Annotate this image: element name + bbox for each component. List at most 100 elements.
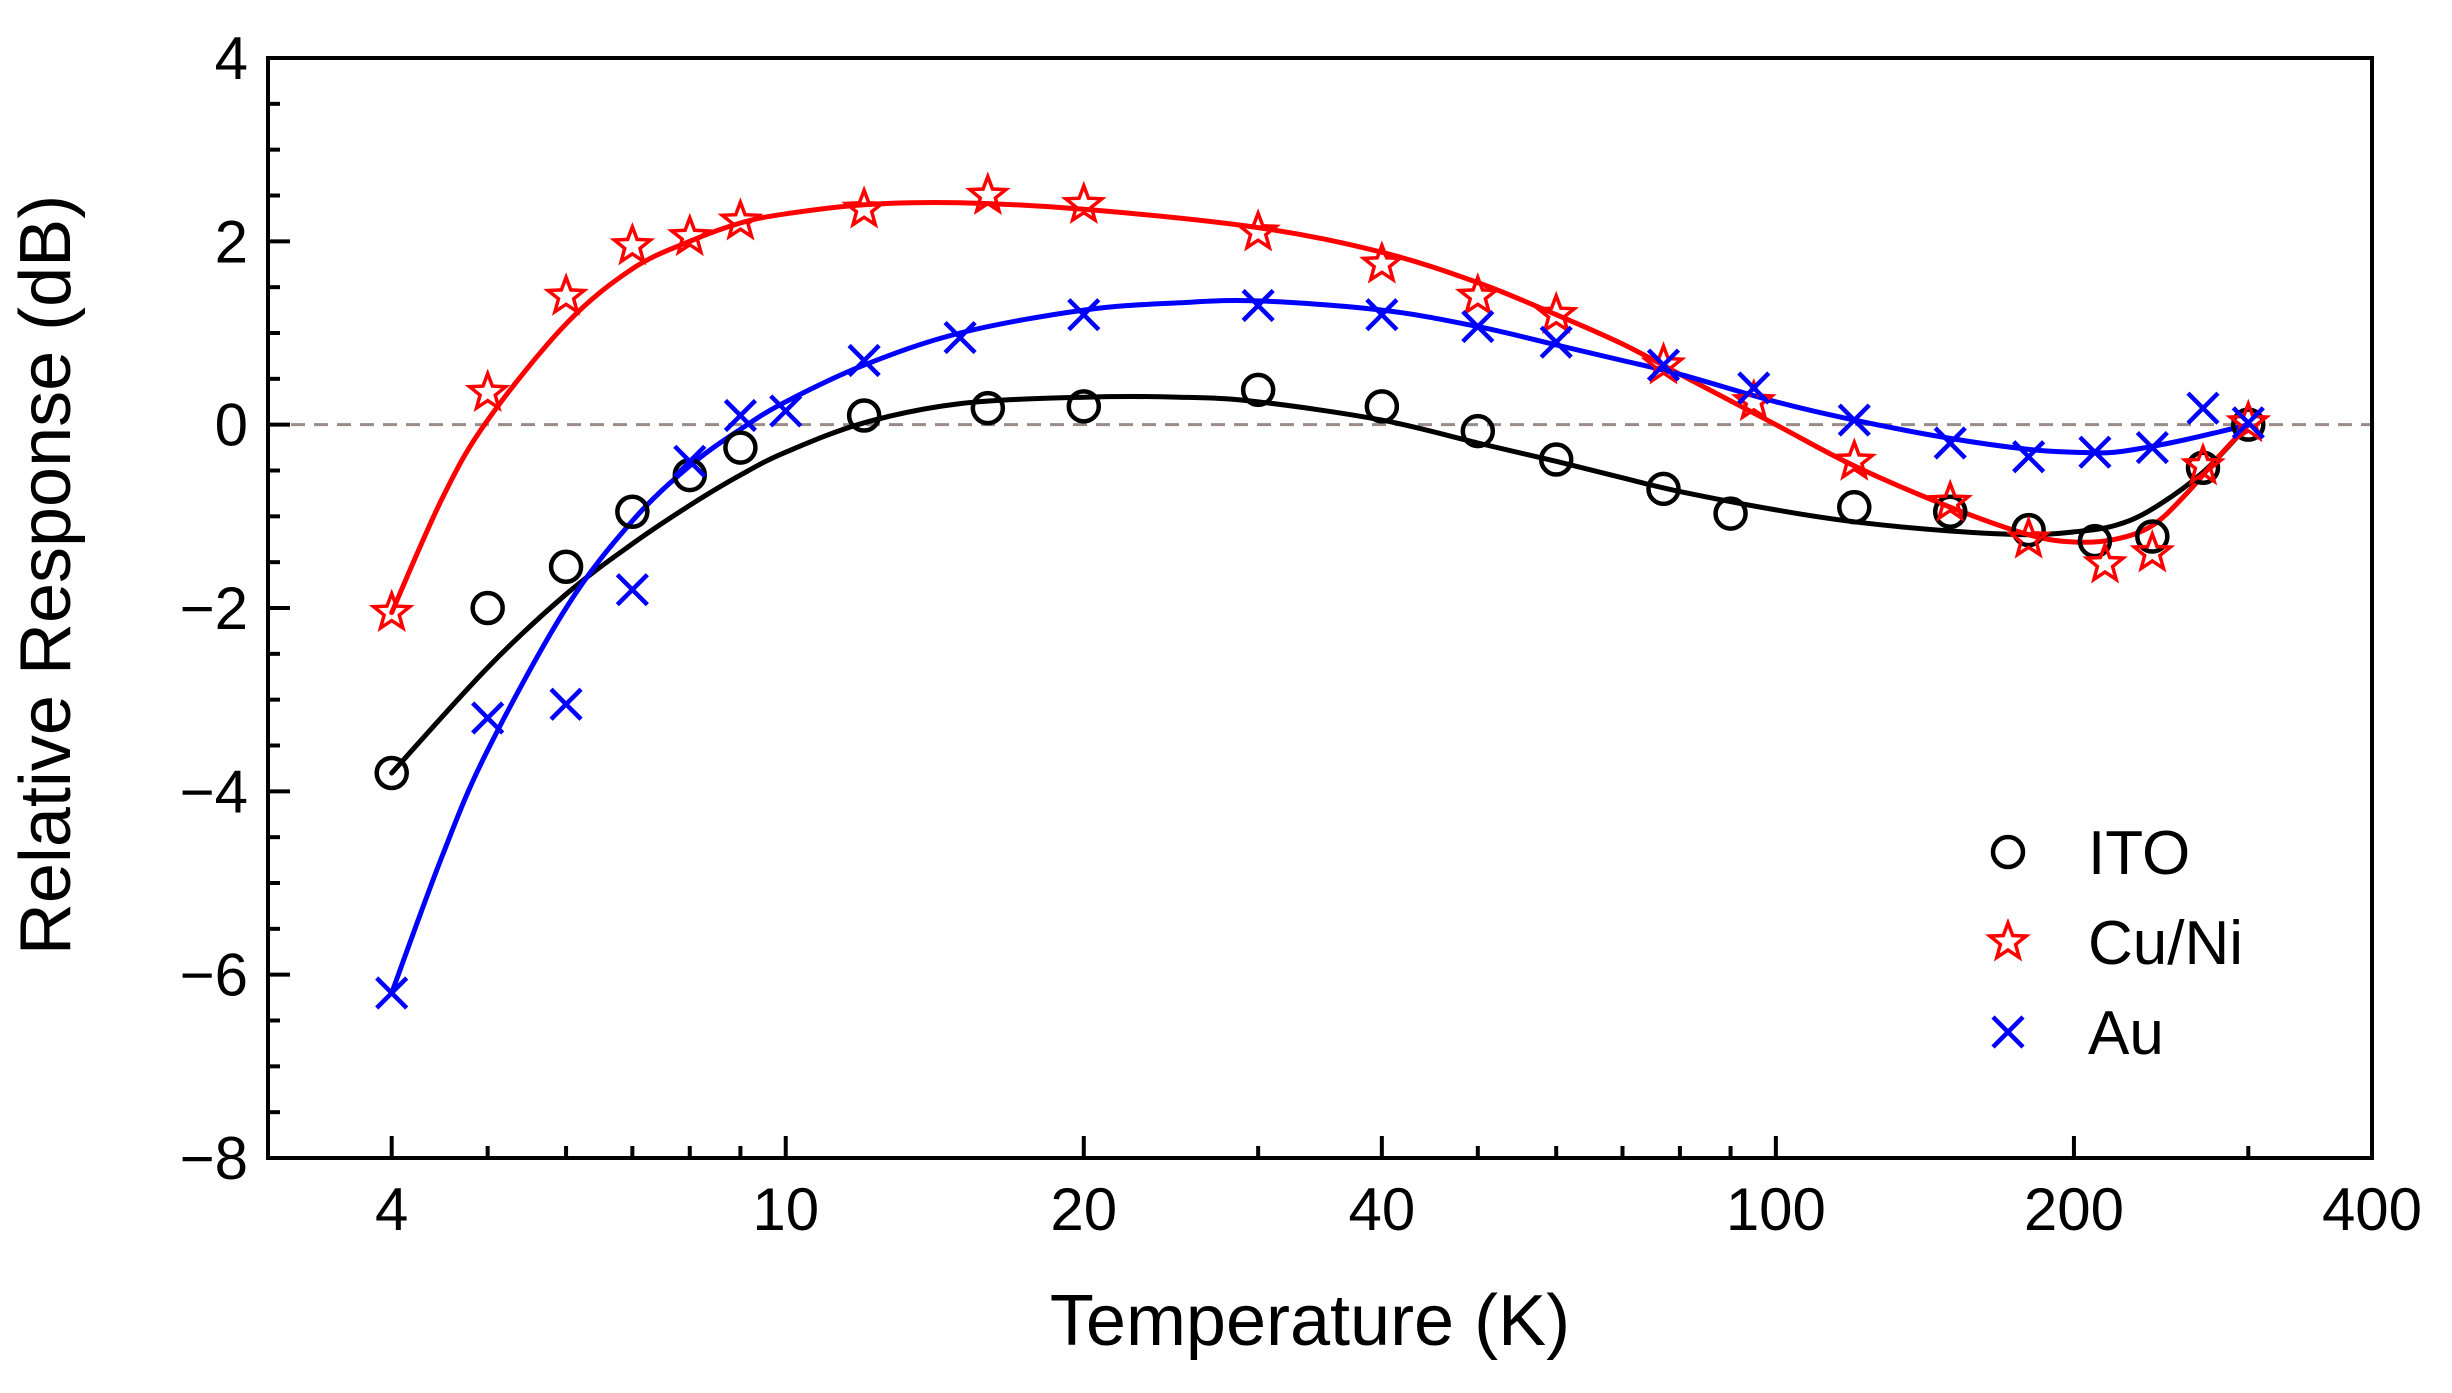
data-point-au bbox=[2231, 406, 2265, 440]
data-point-cu-ni bbox=[1533, 290, 1580, 335]
legend-marker-ito bbox=[1990, 834, 2026, 870]
data-markers bbox=[368, 171, 2272, 1010]
x-tick-label: 20 bbox=[1050, 1176, 1117, 1243]
legend-marker-au bbox=[1991, 1015, 2025, 1049]
series-au bbox=[375, 288, 2265, 1010]
data-point-au bbox=[2078, 435, 2112, 469]
data-point-cu-ni bbox=[2225, 398, 2272, 443]
data-point-cu-ni bbox=[1927, 478, 1974, 523]
data-point-ito bbox=[1538, 442, 1574, 477]
data-point-ito bbox=[2231, 407, 2266, 442]
data-point-au bbox=[375, 976, 409, 1010]
x-tick-label: 100 bbox=[1726, 1176, 1826, 1243]
y-axis-title: Relative Response (dB) bbox=[6, 195, 86, 955]
legend-label-ito: ITO bbox=[2088, 819, 2190, 888]
data-point-au bbox=[1646, 348, 1681, 382]
data-point-ito bbox=[723, 430, 758, 465]
data-point-cu-ni bbox=[1831, 437, 1878, 481]
data-point-au bbox=[673, 444, 707, 478]
data-point-cu-ni bbox=[1235, 208, 1281, 252]
data-point-ito bbox=[1932, 494, 1968, 529]
x-tick-label: 10 bbox=[752, 1176, 819, 1243]
data-point-cu-ni bbox=[1359, 240, 1405, 284]
data-point-ito bbox=[374, 755, 409, 791]
data-point-cu-ni bbox=[717, 197, 764, 241]
data-point-ito bbox=[1837, 489, 1872, 525]
data-point-cu-ni bbox=[1454, 272, 1501, 316]
data-point-cu-ni bbox=[2082, 540, 2128, 584]
data-point-ito bbox=[2185, 450, 2221, 485]
data-point-cu-ni bbox=[965, 171, 1011, 215]
data-point-au bbox=[769, 394, 803, 428]
legend-label-au: Au bbox=[2088, 999, 2164, 1068]
data-point-cu-ni bbox=[1730, 377, 1777, 422]
data-point-au bbox=[723, 398, 758, 433]
data-point-cu-ni bbox=[543, 272, 589, 316]
data-point-au bbox=[2135, 430, 2169, 465]
data-point-cu-ni bbox=[841, 185, 887, 229]
data-point-ito bbox=[1713, 496, 1748, 531]
data-point-ito bbox=[2135, 519, 2170, 554]
data-point-au bbox=[549, 687, 583, 721]
data-point-cu-ni bbox=[666, 212, 713, 257]
x-tick-label: 200 bbox=[2024, 1176, 2124, 1243]
data-point-ito bbox=[1460, 413, 1496, 449]
data-point-ito bbox=[1364, 389, 1400, 424]
data-point-ito bbox=[846, 398, 882, 433]
x-tick-label: 400 bbox=[2322, 1176, 2422, 1243]
y-tick-label: −6 bbox=[180, 942, 248, 1009]
legend: ITO Cu/Ni Au bbox=[1985, 819, 2243, 1068]
data-point-au bbox=[1837, 403, 1871, 437]
data-point-au bbox=[943, 320, 977, 355]
data-point-cu-ni bbox=[1060, 180, 1107, 225]
axes bbox=[266, 56, 2374, 1160]
data-point-au bbox=[471, 701, 505, 735]
data-point-cu-ni bbox=[464, 368, 511, 413]
data-point-au bbox=[1933, 426, 1967, 460]
plot-frame bbox=[266, 56, 2374, 1160]
y-tick-label: −4 bbox=[180, 758, 248, 825]
data-point-au bbox=[1539, 325, 1573, 359]
data-point-au bbox=[2012, 440, 2046, 474]
y-tick-label: 4 bbox=[215, 25, 248, 92]
series-cu-ni bbox=[368, 171, 2272, 633]
fit-curve-au bbox=[389, 297, 2251, 996]
fit-curve-ito bbox=[389, 393, 2251, 776]
x-tick-label: 40 bbox=[1348, 1176, 1415, 1243]
y-tick-label: −2 bbox=[180, 575, 248, 642]
legend-label-cu-ni: Cu/Ni bbox=[2088, 909, 2243, 978]
data-point-ito bbox=[615, 494, 650, 529]
x-axis-title: Temperature (K) bbox=[1050, 1281, 1570, 1361]
data-point-cu-ni bbox=[368, 588, 415, 633]
series-ito bbox=[374, 372, 2266, 791]
x-tick-label: 4 bbox=[375, 1176, 408, 1243]
data-point-cu-ni bbox=[2129, 529, 2176, 573]
fit-curves bbox=[389, 200, 2251, 996]
data-point-ito bbox=[970, 390, 1006, 426]
y-tick-label: 2 bbox=[215, 208, 248, 275]
data-point-cu-ni bbox=[2005, 515, 2052, 559]
data-point-cu-ni bbox=[2180, 441, 2226, 486]
data-point-ito bbox=[1646, 471, 1681, 507]
tick-labels: 4 10 20 40 100 200 400 −8 −6 −4 −2 0 2 4 bbox=[180, 25, 2422, 1243]
data-point-au bbox=[1241, 288, 1275, 323]
data-point-cu-ni bbox=[609, 221, 656, 266]
data-point-ito bbox=[548, 549, 584, 584]
data-point-au bbox=[1737, 371, 1771, 405]
fit-curve-cu-ni bbox=[389, 200, 2251, 616]
data-point-ito bbox=[470, 590, 505, 626]
data-point-ito bbox=[1066, 389, 1102, 424]
y-tick-label: 0 bbox=[215, 392, 248, 459]
data-point-ito bbox=[1240, 372, 1276, 408]
data-point-au bbox=[1365, 298, 1399, 332]
data-point-au bbox=[615, 573, 649, 607]
data-point-au bbox=[1461, 309, 1495, 344]
data-point-au bbox=[1067, 298, 1101, 332]
data-point-au bbox=[2186, 391, 2220, 425]
data-point-ito bbox=[2011, 512, 2046, 548]
data-point-au bbox=[847, 343, 881, 378]
legend-marker-cu-ni bbox=[1985, 918, 2031, 962]
y-tick-label: −8 bbox=[180, 1125, 248, 1192]
data-point-cu-ni bbox=[1640, 341, 1687, 385]
